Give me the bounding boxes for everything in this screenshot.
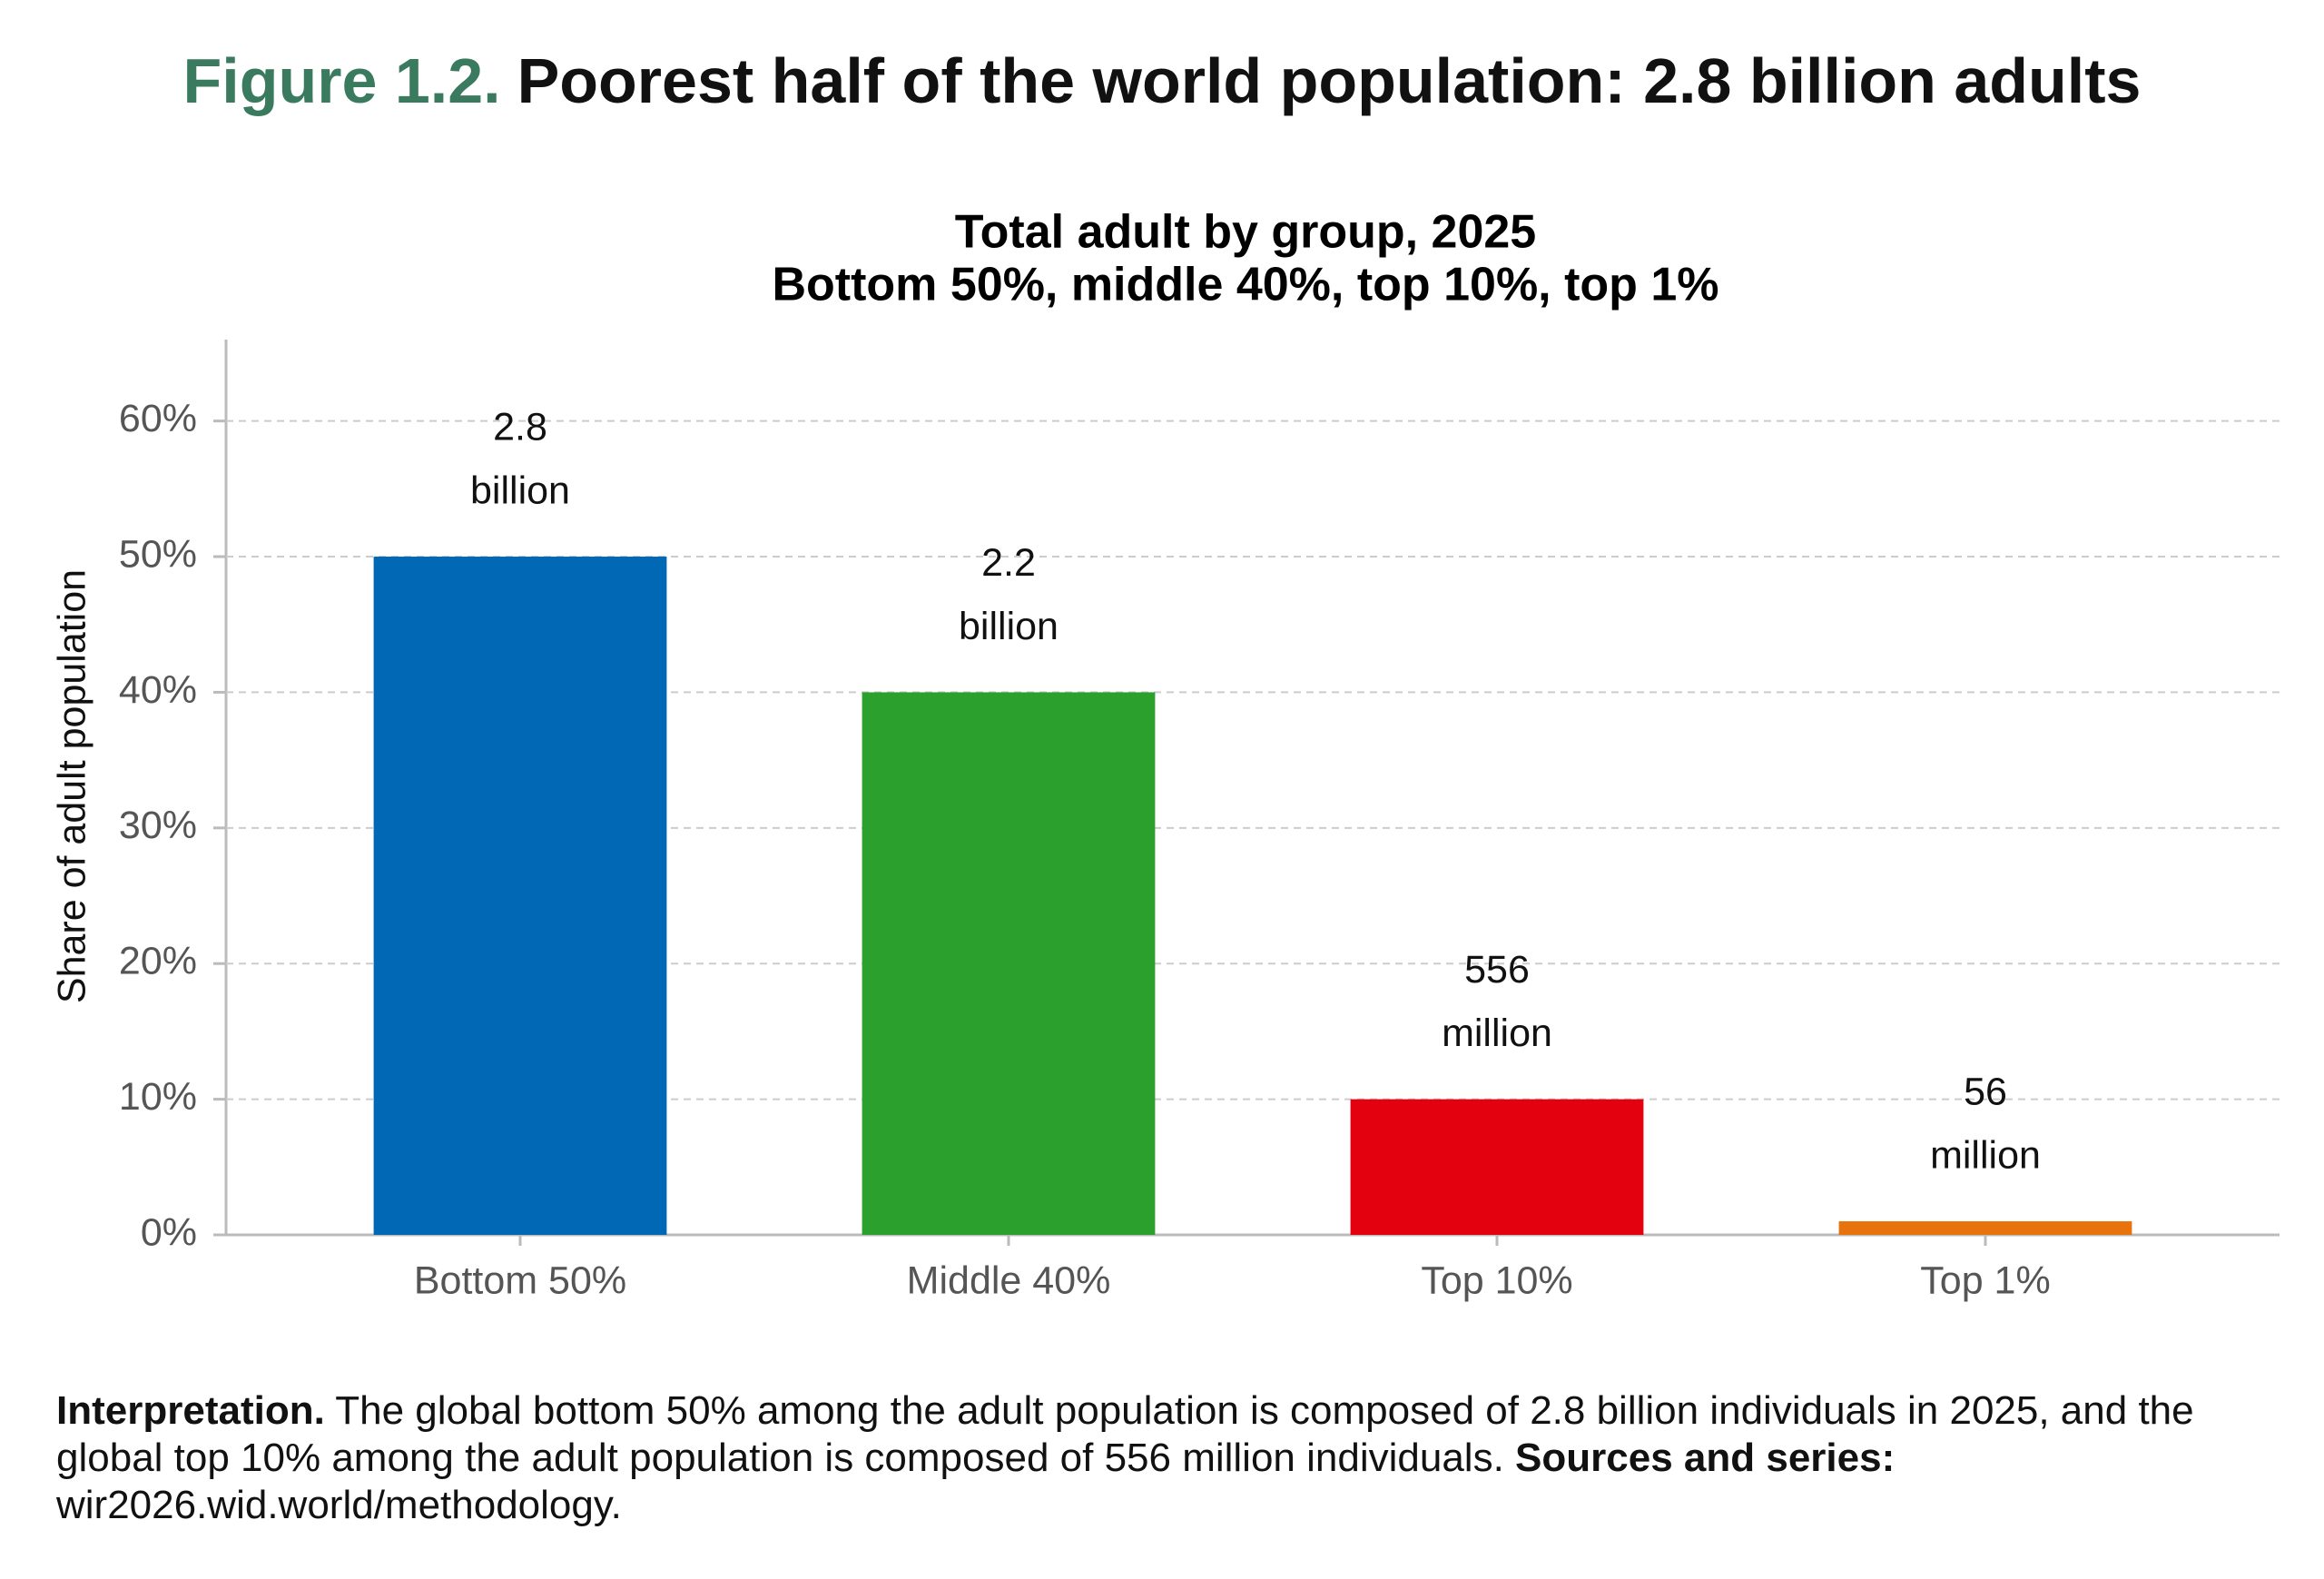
y-tick-label: 0% — [141, 1210, 197, 1254]
annotation: million — [1442, 1012, 1552, 1055]
y-tick-label: 30% — [119, 804, 197, 847]
bar — [862, 692, 1156, 1235]
note-label: Interpretation. — [56, 1388, 325, 1433]
title-text: Poorest half of the world population: 2.… — [517, 45, 2142, 116]
y-tick-label: 20% — [119, 940, 197, 983]
annotation: 2.2 — [981, 541, 1036, 585]
sources-label: Sources and series: — [1515, 1436, 1896, 1480]
y-tick-label: 10% — [119, 1075, 197, 1119]
y-tick-label: 60% — [119, 397, 197, 440]
y-axis-label: Share of adult population — [50, 569, 94, 1003]
annotation: 56 — [1964, 1070, 2007, 1113]
annotation: billion — [959, 605, 1059, 648]
annotation: 2.8 — [493, 405, 547, 449]
annotation: million — [1930, 1133, 2041, 1177]
y-tick-label: 50% — [119, 532, 197, 576]
x-tick-label: Top 10% — [1421, 1258, 1572, 1302]
annotation: billion — [470, 469, 570, 512]
bar — [1838, 1221, 2132, 1235]
figure-label: Figure 1.2. — [182, 45, 500, 116]
subtitle: Total adult by group, 2025 — [955, 206, 1536, 259]
note-text: The global bottom 50% among the adult po… — [56, 1388, 2194, 1480]
bar — [373, 557, 667, 1235]
title: Figure 1.2. Poorest half of the world pop… — [182, 45, 2141, 116]
sources: wir2026.wid.world/methodology. — [56, 1483, 622, 1527]
subtitle: Bottom 50%, middle 40%, top 10%, top 1% — [772, 259, 1718, 311]
annotation: 556 — [1464, 948, 1530, 992]
note: Interpretation. The global bottom 50% am… — [56, 1387, 2271, 1529]
bar — [1350, 1099, 1644, 1235]
y-tick-label: 40% — [119, 668, 197, 712]
x-tick-label: Top 1% — [1920, 1258, 2050, 1302]
x-tick-label: Bottom 50% — [414, 1258, 626, 1302]
chart: Figure 1.2. Poorest half of the world pop… — [50, 45, 2280, 1302]
x-tick-label: Middle 40% — [907, 1258, 1111, 1302]
